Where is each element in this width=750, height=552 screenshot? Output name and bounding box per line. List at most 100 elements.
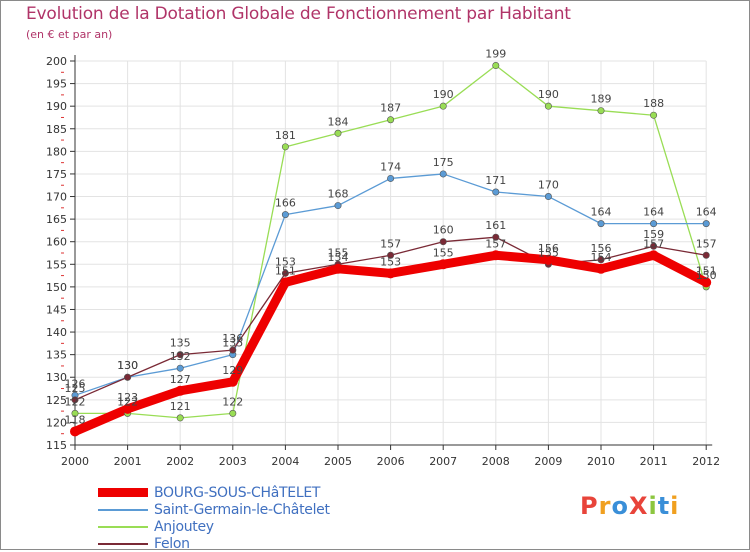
y-tick-label: 120: [46, 416, 67, 429]
x-tick-label: 2006: [377, 455, 405, 468]
data-point: [492, 188, 500, 196]
legend-label: BOURG-SOUS-CHâTELET: [154, 484, 321, 501]
data-label: 166: [275, 197, 296, 210]
data-point: [176, 351, 184, 359]
proxiti-logo: ProXiti: [580, 492, 680, 520]
data-label: 122: [117, 395, 138, 408]
data-label: 190: [538, 88, 559, 101]
data-point: [701, 277, 712, 288]
x-tick-label: 2010: [587, 455, 615, 468]
data-label: 123: [117, 391, 138, 404]
y-tick-label: 170: [46, 191, 67, 204]
y-tick-label: 180: [46, 145, 67, 158]
data-point: [650, 111, 658, 119]
x-tick-label: 2009: [534, 455, 562, 468]
data-label: 129: [222, 364, 243, 377]
data-point: [122, 403, 133, 414]
data-label: 164: [643, 206, 664, 219]
data-point: [176, 364, 184, 372]
data-point: [439, 170, 447, 178]
data-label: 153: [380, 255, 401, 268]
data-label: 135: [222, 337, 243, 350]
y-tick-label: 125: [46, 394, 67, 407]
data-label: 156: [591, 242, 612, 255]
data-point: [334, 129, 342, 137]
y-tick-label: 145: [46, 303, 67, 316]
x-tick-label: 2008: [482, 455, 510, 468]
data-point: [229, 409, 237, 417]
legend-item: BOURG-SOUS-CHâTELET: [98, 484, 330, 501]
data-label: 153: [275, 255, 296, 268]
data-point: [280, 277, 291, 288]
data-point: [71, 396, 79, 404]
x-tick-label: 2002: [166, 455, 194, 468]
data-point: [70, 426, 80, 437]
legend-label: Saint-Germain-le-Châtelet: [154, 501, 330, 518]
data-point: [650, 220, 658, 228]
data-point: [281, 269, 289, 277]
x-tick-label: 2003: [219, 455, 247, 468]
y-tick-label: 185: [46, 123, 67, 136]
legend-swatch: [98, 542, 148, 545]
data-label: 118: [65, 413, 86, 426]
data-point: [648, 250, 659, 261]
data-label: 155: [538, 246, 559, 259]
x-tick-label: 2005: [324, 455, 352, 468]
chart-title: Evolution de la Dotation Globale de Fonc…: [26, 4, 571, 24]
data-point: [596, 263, 606, 274]
y-tick-label: 160: [46, 236, 67, 249]
y-tick-label: 165: [46, 213, 67, 226]
y-tick-label: 155: [46, 258, 67, 271]
data-point: [387, 251, 395, 259]
x-tick-label: 2007: [429, 455, 457, 468]
data-label: 187: [380, 102, 401, 115]
data-point: [702, 251, 710, 259]
chart-subtitle: (en € et par an): [26, 28, 113, 41]
data-label: 151: [696, 264, 717, 277]
x-tick-label: 2000: [61, 455, 89, 468]
data-label: 121: [170, 400, 191, 413]
data-label: 170: [538, 179, 559, 192]
data-label: 157: [485, 237, 506, 250]
data-label: 151: [275, 264, 296, 277]
data-label: 171: [485, 174, 506, 187]
data-label: 157: [696, 237, 717, 250]
data-point: [438, 259, 449, 270]
data-label: 122: [65, 395, 86, 408]
data-label: 184: [328, 115, 349, 128]
data-label: 156: [538, 242, 559, 255]
data-point: [492, 62, 500, 70]
data-point: [597, 107, 605, 115]
y-tick-label: 190: [46, 100, 67, 113]
data-label: 168: [328, 188, 349, 201]
legend-swatch: [98, 508, 148, 511]
data-label: 136: [222, 332, 243, 345]
data-point: [544, 193, 552, 201]
legend-label: Felon: [154, 535, 190, 552]
data-point: [597, 256, 605, 264]
y-tick-label: 195: [46, 78, 67, 91]
data-point: [490, 250, 501, 261]
data-label: 122: [222, 395, 243, 408]
data-point: [492, 233, 500, 241]
data-label: 155: [433, 246, 454, 259]
data-point: [227, 376, 238, 387]
data-label: 135: [170, 337, 191, 350]
y-tick-label: 150: [46, 281, 67, 294]
y-tick-label: 130: [46, 371, 67, 384]
data-point: [175, 385, 186, 396]
data-label: 157: [643, 237, 664, 250]
data-label: 155: [328, 246, 349, 259]
legend-item: Saint-Germain-le-Châtelet: [98, 501, 330, 518]
data-label: 199: [485, 48, 506, 61]
data-label: 127: [170, 373, 191, 386]
x-tick-label: 2001: [114, 455, 142, 468]
data-label: 174: [380, 160, 401, 173]
data-label: 150: [696, 269, 717, 282]
data-label: 164: [591, 206, 612, 219]
data-point: [650, 242, 658, 250]
data-point: [229, 346, 237, 354]
data-point: [439, 238, 447, 246]
data-label: 159: [643, 228, 664, 241]
